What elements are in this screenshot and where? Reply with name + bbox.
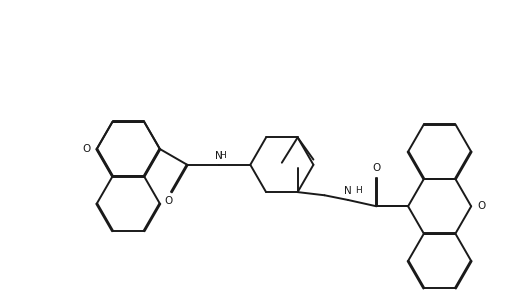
Text: N: N — [215, 151, 223, 161]
Text: O: O — [82, 144, 91, 154]
Text: O: O — [477, 201, 485, 211]
Text: H: H — [219, 151, 226, 160]
Text: O: O — [164, 196, 172, 206]
Text: N: N — [344, 186, 352, 195]
Text: O: O — [372, 163, 381, 173]
Text: H: H — [355, 186, 362, 195]
